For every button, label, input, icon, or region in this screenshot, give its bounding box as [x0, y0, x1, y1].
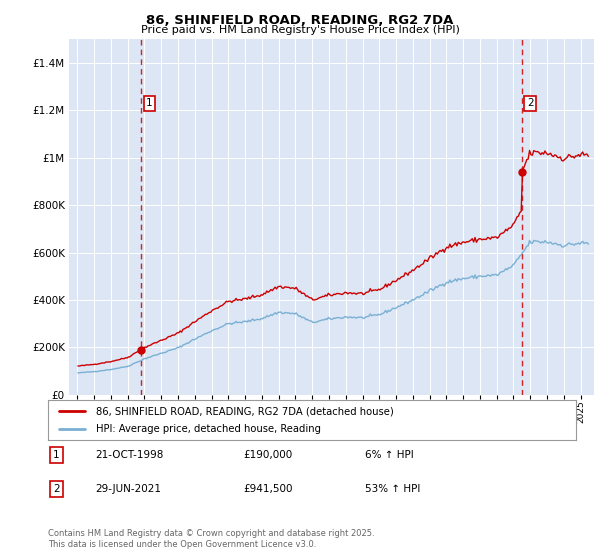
Text: 1: 1 — [146, 98, 153, 108]
Text: 21-OCT-1998: 21-OCT-1998 — [95, 450, 164, 460]
Text: 86, SHINFIELD ROAD, READING, RG2 7DA: 86, SHINFIELD ROAD, READING, RG2 7DA — [146, 14, 454, 27]
Text: 6% ↑ HPI: 6% ↑ HPI — [365, 450, 413, 460]
Text: Contains HM Land Registry data © Crown copyright and database right 2025.
This d: Contains HM Land Registry data © Crown c… — [48, 529, 374, 549]
Text: 29-JUN-2021: 29-JUN-2021 — [95, 484, 161, 494]
Text: £941,500: £941,500 — [244, 484, 293, 494]
Text: 2: 2 — [53, 484, 60, 494]
Text: 86, SHINFIELD ROAD, READING, RG2 7DA (detached house): 86, SHINFIELD ROAD, READING, RG2 7DA (de… — [95, 407, 393, 417]
Text: 53% ↑ HPI: 53% ↑ HPI — [365, 484, 420, 494]
Text: £190,000: £190,000 — [244, 450, 293, 460]
Text: HPI: Average price, detached house, Reading: HPI: Average price, detached house, Read… — [95, 423, 320, 433]
Text: 1: 1 — [53, 450, 60, 460]
Text: Price paid vs. HM Land Registry's House Price Index (HPI): Price paid vs. HM Land Registry's House … — [140, 25, 460, 35]
Text: 2: 2 — [527, 98, 533, 108]
